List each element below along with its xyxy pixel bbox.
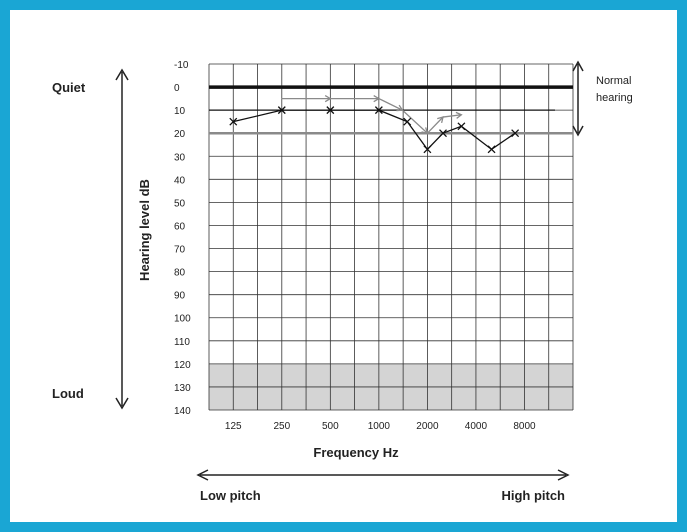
x-axis-label: Frequency Hz xyxy=(313,445,399,460)
series-line-x xyxy=(233,109,516,151)
normal-hearing-label-1: Normal xyxy=(596,75,631,87)
series-point-x xyxy=(277,106,286,115)
y-tick-label: 140 xyxy=(174,406,191,417)
series-point-arrow xyxy=(373,94,381,103)
series-point-arrow xyxy=(396,104,404,112)
series-point-x xyxy=(487,145,496,154)
y-tick-label: 130 xyxy=(174,383,191,394)
quiet-label: Quiet xyxy=(52,80,86,95)
x-tick-label: 250 xyxy=(273,421,290,432)
y-tick-label: 120 xyxy=(174,360,191,371)
y-tick-label: 110 xyxy=(174,337,190,348)
y-tick-label: 20 xyxy=(174,129,186,140)
series-point-x xyxy=(423,145,432,154)
x-tick-label: 125 xyxy=(225,421,242,432)
loudness-arrow xyxy=(115,68,129,410)
series-point-arrow xyxy=(455,111,463,119)
series-point-x xyxy=(439,129,447,138)
pitch-arrow xyxy=(196,469,570,481)
series-point-arrow xyxy=(437,116,444,124)
y-tick-label: 80 xyxy=(174,268,186,279)
series-point-x xyxy=(326,106,335,115)
x-tick-label: 1000 xyxy=(368,421,391,432)
normal-hearing-arrow xyxy=(572,60,584,137)
y-tick-label: 40 xyxy=(174,175,186,186)
high-pitch-label: High pitch xyxy=(501,488,565,503)
y-tick-label: 0 xyxy=(174,83,180,94)
y-axis-label: Hearing level dB xyxy=(137,179,152,281)
y-tick-label: 70 xyxy=(174,245,186,256)
y-tick-label: 50 xyxy=(174,198,186,209)
x-tick-label: 4000 xyxy=(465,421,488,432)
y-tick-label: -10 xyxy=(174,60,189,71)
series-point-x xyxy=(229,117,238,126)
y-tick-label: 100 xyxy=(174,314,191,325)
y-tick-label: 30 xyxy=(174,152,186,163)
y-tick-label: 90 xyxy=(174,291,186,302)
series-line-arrows xyxy=(281,97,462,135)
x-tick-label: 500 xyxy=(322,421,339,432)
x-tick-label: 2000 xyxy=(416,421,439,432)
y-tick-label: 60 xyxy=(174,221,186,232)
y-tick-label: 10 xyxy=(174,106,186,117)
series-point-arrow xyxy=(421,127,429,135)
series-point-x xyxy=(374,106,383,115)
low-pitch-label: Low pitch xyxy=(200,488,261,503)
loud-label: Loud xyxy=(52,386,84,401)
series-point-x xyxy=(403,117,412,126)
normal-hearing-label-2: hearing xyxy=(596,92,633,104)
series-point-x xyxy=(511,129,520,138)
series-point-x xyxy=(457,122,466,131)
series-point-arrow xyxy=(324,94,332,103)
x-tick-label: 8000 xyxy=(513,421,536,432)
